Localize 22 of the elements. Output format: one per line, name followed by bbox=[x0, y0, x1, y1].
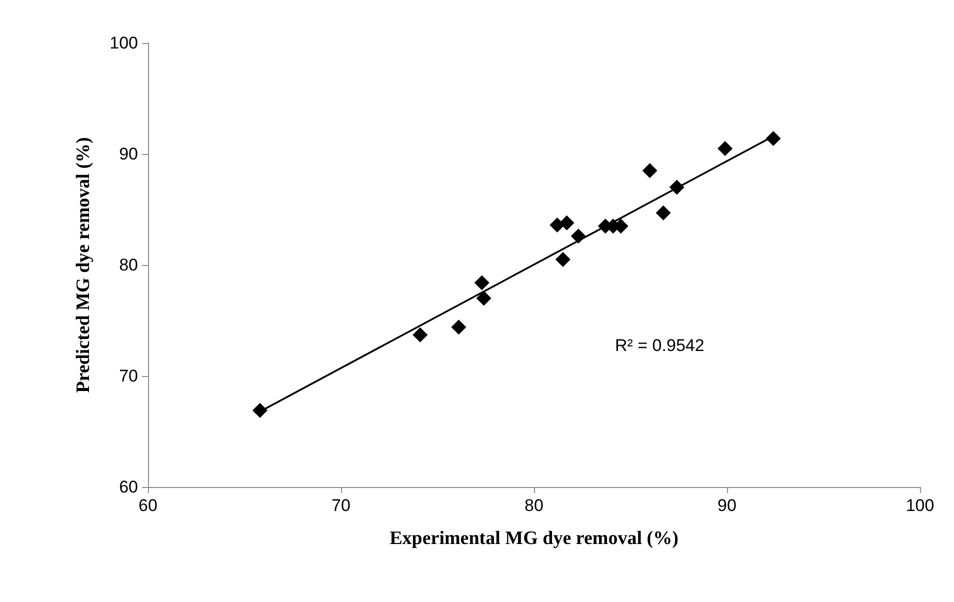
y-tick-label: 80 bbox=[119, 256, 138, 274]
x-tick-label: 100 bbox=[906, 496, 934, 515]
x-axis-title: Experimental MG dye removal (%) bbox=[390, 528, 678, 549]
point bbox=[555, 252, 570, 267]
point bbox=[656, 205, 671, 220]
y-axis-title: Predicted MG dye removal (%) bbox=[73, 137, 94, 393]
point bbox=[559, 215, 574, 230]
annotation: R² = 0.9542 bbox=[615, 336, 704, 355]
point bbox=[476, 290, 492, 306]
y-tick-label: 100 bbox=[110, 34, 138, 52]
point bbox=[451, 320, 466, 335]
point bbox=[642, 163, 658, 178]
x-tick-label: 80 bbox=[524, 496, 544, 515]
x-tick-label: 90 bbox=[718, 496, 736, 515]
point bbox=[412, 327, 428, 342]
y-tick-label: 70 bbox=[119, 366, 138, 386]
point bbox=[718, 140, 733, 156]
x-tick-label: 60 bbox=[138, 496, 158, 515]
y-tick-label: 60 bbox=[119, 478, 138, 496]
point bbox=[474, 275, 490, 290]
x-tick-label: 70 bbox=[332, 496, 350, 515]
y-tick-label: 90 bbox=[119, 144, 138, 164]
